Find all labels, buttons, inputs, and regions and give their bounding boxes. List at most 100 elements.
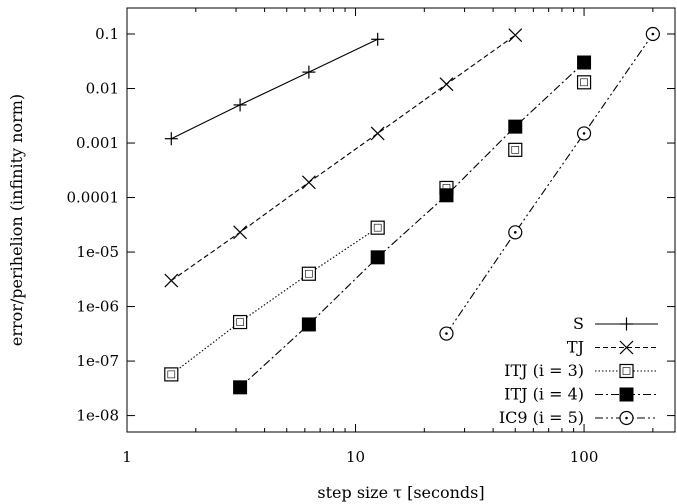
filled-square-marker — [619, 387, 634, 402]
open-square-marker — [301, 266, 316, 281]
circle-dot — [445, 332, 448, 335]
square-outline — [508, 142, 523, 157]
plus-marker — [233, 98, 247, 112]
series-line — [171, 38, 378, 140]
open-square-marker — [232, 314, 248, 330]
series-1 — [164, 28, 523, 288]
square-outline — [232, 314, 248, 330]
plus-marker — [302, 65, 316, 79]
square-filled — [370, 250, 385, 265]
open-square-marker — [619, 363, 634, 379]
square-inner — [305, 269, 313, 278]
legend-label: ITJ (i = 4) — [504, 385, 584, 404]
cross-b — [233, 225, 248, 240]
filled-square-marker — [439, 188, 454, 203]
y-tick-label: 0.01 — [86, 80, 119, 98]
plus-marker — [620, 317, 633, 331]
filled-square-marker — [301, 317, 316, 332]
legend-entry: IC9 (i = 5) — [499, 408, 658, 427]
legend-label: ITJ (i = 3) — [504, 361, 584, 380]
y-tick-label: 0.0001 — [67, 189, 120, 207]
square-outline — [164, 367, 179, 382]
open-circle-marker — [576, 126, 592, 141]
circle-dot — [651, 32, 655, 36]
legend-entry: S — [573, 314, 658, 333]
series-line — [446, 33, 654, 334]
open-square-marker — [164, 367, 179, 382]
filled-square-marker — [508, 119, 523, 134]
circle-dot — [513, 231, 517, 234]
square-inner — [580, 78, 588, 87]
open-circle-marker — [619, 410, 634, 426]
open-circle-marker — [645, 26, 660, 42]
legend-label: IC9 (i = 5) — [499, 408, 584, 427]
series-line — [170, 227, 379, 375]
square-filled — [439, 188, 454, 203]
filled-square-marker — [577, 55, 592, 70]
cross-marker — [508, 28, 523, 43]
cross-b — [619, 340, 634, 355]
x-tick-label: 1 — [122, 448, 132, 466]
square-inner — [373, 223, 382, 232]
plus-marker — [164, 132, 178, 146]
y-tick-label: 1e-05 — [76, 243, 119, 261]
series-layer — [164, 26, 660, 395]
y-axis-label: error/perihelion (infinity norm) — [7, 94, 26, 346]
square-filled — [577, 55, 592, 70]
series-4 — [439, 26, 660, 341]
cross-marker — [439, 77, 454, 92]
cross-b — [508, 28, 523, 43]
cross-b — [301, 175, 316, 190]
square-filled — [508, 119, 523, 134]
circle-dot — [582, 132, 586, 135]
open-square-marker — [576, 75, 592, 90]
x-tick-label: 100 — [570, 448, 599, 466]
square-outline — [370, 220, 385, 235]
square-filled — [619, 387, 634, 402]
square-filled — [233, 380, 248, 395]
square-inner — [167, 370, 176, 379]
series-0 — [164, 32, 385, 146]
cross-marker — [233, 225, 248, 240]
legend: S TJ ITJ (i = 3) ITJ (i = 4) IC9 (i = 5) — [499, 314, 658, 427]
square-inner — [511, 146, 520, 154]
axis-ticks: 1 10 100 0.1 0.01 0.001 0.0001 1e-05 1e-06 1e-07 1… — [67, 8, 675, 466]
plot-frame — [126, 7, 676, 433]
square-inner — [622, 367, 631, 375]
plus-marker — [371, 32, 385, 46]
x-axis-label: step size τ [seconds] — [317, 483, 484, 502]
y-tick-label: 0.1 — [95, 25, 119, 43]
square-inner — [236, 318, 244, 326]
cross-marker — [164, 273, 179, 288]
cross-marker — [370, 126, 385, 141]
cross-b — [164, 273, 179, 288]
filled-square-marker — [233, 380, 248, 395]
x-tick-label: 10 — [346, 448, 365, 466]
open-circle-marker — [439, 326, 454, 341]
square-outline — [576, 75, 592, 90]
series-2 — [164, 75, 592, 382]
series-3 — [233, 55, 592, 395]
y-tick-label: 1e-08 — [76, 407, 119, 425]
cross-b — [370, 126, 385, 141]
plot-frame-group — [126, 7, 676, 433]
square-outline — [619, 363, 634, 379]
series-line — [170, 34, 516, 282]
square-outline — [301, 266, 316, 281]
legend-entry: ITJ (i = 4) — [504, 385, 658, 404]
circle-dot — [625, 416, 628, 420]
cross-marker — [619, 340, 634, 355]
legend-label: S — [573, 314, 584, 333]
open-circle-marker — [508, 225, 523, 240]
cross-b — [439, 77, 454, 92]
cross-marker — [301, 175, 316, 190]
filled-square-marker — [370, 250, 385, 265]
open-square-marker — [370, 220, 385, 235]
open-square-marker — [508, 142, 523, 157]
legend-entry: TJ — [567, 338, 658, 357]
series-line — [239, 62, 585, 388]
y-tick-label: 0.001 — [76, 134, 119, 152]
square-filled — [301, 317, 316, 332]
legend-label: TJ — [567, 338, 584, 357]
